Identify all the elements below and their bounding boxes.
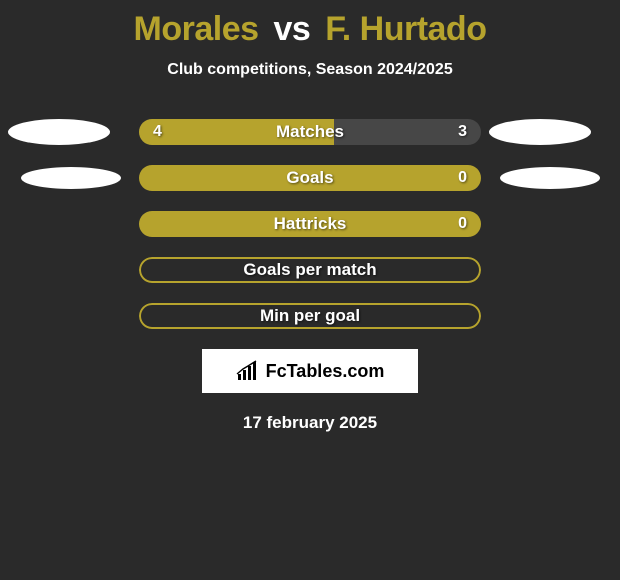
date-text: 17 february 2025 [0, 413, 620, 433]
branding-text: FcTables.com [266, 361, 385, 382]
branding-badge: FcTables.com [202, 349, 418, 393]
stat-value-right: 0 [458, 169, 467, 187]
stat-value-left: 4 [153, 123, 162, 141]
stat-bar: Goals 0 [139, 165, 481, 191]
stat-value-right: 3 [458, 123, 467, 141]
player2-name: F. Hurtado [325, 10, 486, 48]
stat-row-goals-per-match: Goals per match [0, 257, 620, 283]
bars-chart-icon [236, 360, 260, 382]
stat-bar: Hattricks 0 [139, 211, 481, 237]
subtitle: Club competitions, Season 2024/2025 [0, 61, 620, 79]
stat-bar: Goals per match [139, 257, 481, 283]
page-title: Morales vs F. Hurtado [0, 0, 620, 49]
stat-bar: Min per goal [139, 303, 481, 329]
stat-row-hattricks: Hattricks 0 [0, 211, 620, 237]
stat-row-matches: 4 Matches 3 [0, 119, 620, 145]
stat-label: Goals per match [243, 260, 376, 280]
stat-label: Hattricks [274, 214, 347, 234]
avatar-right-placeholder [500, 167, 600, 189]
stats-container: 4 Matches 3 Goals 0 Hattricks 0 Goal [0, 119, 620, 329]
stat-bar: 4 Matches 3 [139, 119, 481, 145]
avatar-right-placeholder [489, 119, 591, 145]
stat-value-right: 0 [458, 215, 467, 233]
player1-name: Morales [134, 10, 259, 48]
stat-label: Min per goal [260, 306, 360, 326]
vs-separator: vs [273, 10, 310, 48]
stat-row-min-per-goal: Min per goal [0, 303, 620, 329]
avatar-left-placeholder [21, 167, 121, 189]
stat-label: Matches [276, 122, 344, 142]
avatar-left-placeholder [8, 119, 110, 145]
stat-row-goals: Goals 0 [0, 165, 620, 191]
stat-label: Goals [286, 168, 333, 188]
